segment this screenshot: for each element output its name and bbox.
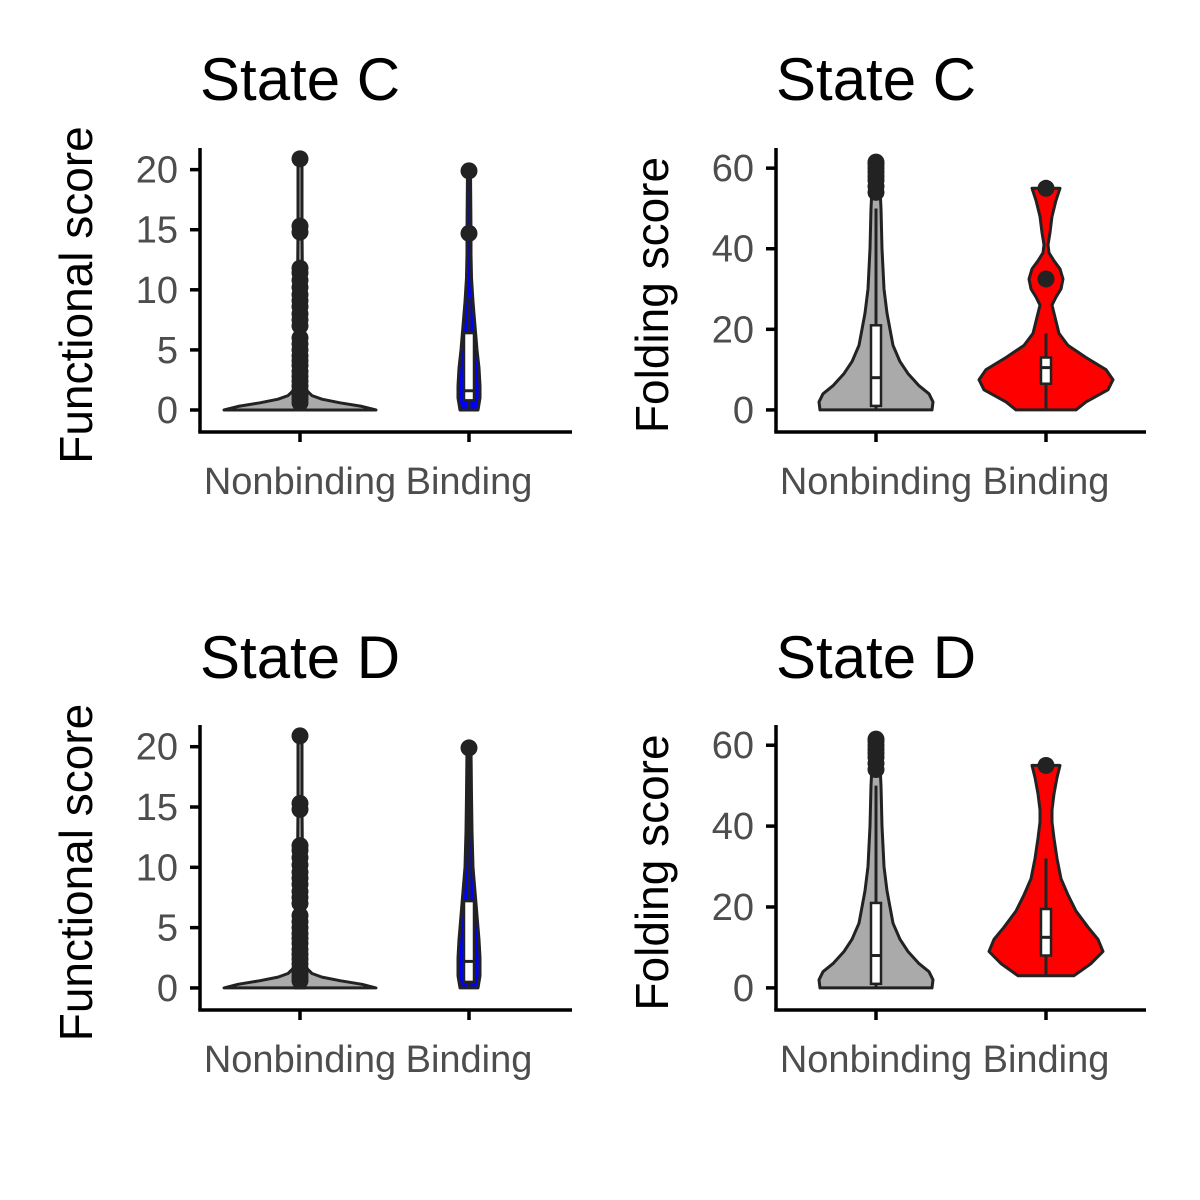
y-axis-title: Functional score (50, 704, 102, 1042)
outlier-point (1037, 756, 1055, 774)
x-tick-label: Binding (406, 461, 533, 503)
y-tick-label: 40 (712, 806, 754, 848)
box-iqr (462, 331, 476, 402)
x-tick-label: Nonbinding (204, 1039, 396, 1081)
outlier-point (291, 259, 309, 277)
outlier-point (460, 224, 478, 242)
violin-group-nonbinding (817, 153, 935, 412)
outlier-point (291, 150, 309, 168)
violin-group-nonbinding (222, 150, 378, 412)
outlier-point (291, 727, 309, 745)
y-tick-label: 0 (733, 968, 754, 1010)
violin-group-nonbinding (817, 730, 935, 990)
outlier-point (867, 153, 885, 171)
y-tick-label: 60 (712, 725, 754, 767)
x-tick-label: Nonbinding (780, 1039, 972, 1081)
y-tick-label: 20 (136, 727, 178, 769)
y-tick-label: 5 (157, 908, 178, 950)
outlier-point (460, 162, 478, 180)
y-tick-label: 15 (136, 787, 178, 829)
y-tick-label: 20 (136, 150, 178, 192)
panel-title: State C (200, 46, 400, 113)
y-tick-label: 5 (157, 330, 178, 372)
box-iqr (1039, 356, 1053, 385)
y-tick-label: 0 (157, 968, 178, 1010)
x-tick-label: Binding (983, 1039, 1110, 1081)
panel-title: State D (776, 624, 976, 691)
box-iqr (462, 899, 476, 984)
y-tick-label: 0 (733, 390, 754, 432)
outlier-point (291, 837, 309, 855)
violin-group-binding (456, 739, 482, 990)
outlier-point (291, 217, 309, 235)
y-axis-title: Folding score (626, 734, 678, 1010)
chart-panel-1: State C Functional score 0 5 10 15 20 Nonbindin… (50, 46, 572, 503)
y-tick-label: 10 (136, 270, 178, 312)
y-tick-label: 0 (157, 390, 178, 432)
box-iqr (1039, 907, 1053, 957)
chart-panel-3: State D Functional score 0 5 10 15 20 Nonbindin… (50, 624, 572, 1081)
violin-group-binding (977, 179, 1115, 412)
violin-group-binding (987, 756, 1105, 978)
outlier-point (1037, 179, 1055, 197)
y-tick-label: 60 (712, 148, 754, 190)
outlier-point (867, 730, 885, 748)
y-tick-label: 20 (712, 309, 754, 351)
y-axis-title: Folding score (626, 157, 678, 433)
outlier-point (291, 907, 309, 925)
outlier-point (460, 739, 478, 757)
chart-panel-2: State C Folding score 0 20 40 60 Nonbinding Bin… (626, 46, 1146, 503)
y-tick-label: 15 (136, 210, 178, 252)
x-tick-label: Nonbinding (204, 461, 396, 503)
y-tick-label: 40 (712, 229, 754, 271)
outlier-point (1037, 270, 1055, 288)
box-iqr (869, 324, 883, 408)
y-tick-label: 20 (712, 887, 754, 929)
outlier-point (291, 329, 309, 347)
violin-shape (977, 186, 1115, 412)
panel-title: State D (200, 624, 400, 691)
y-axis-title: Functional score (50, 126, 102, 464)
outlier-point (291, 794, 309, 812)
chart-panel-4: State D Folding score 0 20 40 60 Nonbinding Bin… (626, 624, 1146, 1081)
x-tick-label: Binding (406, 1039, 533, 1081)
x-tick-label: Nonbinding (780, 461, 972, 503)
y-tick-label: 10 (136, 847, 178, 889)
violin-group-nonbinding (222, 727, 378, 990)
violin-group-binding (456, 162, 482, 412)
box-iqr (869, 901, 883, 986)
panel-title: State C (776, 46, 976, 113)
x-tick-label: Binding (983, 461, 1110, 503)
